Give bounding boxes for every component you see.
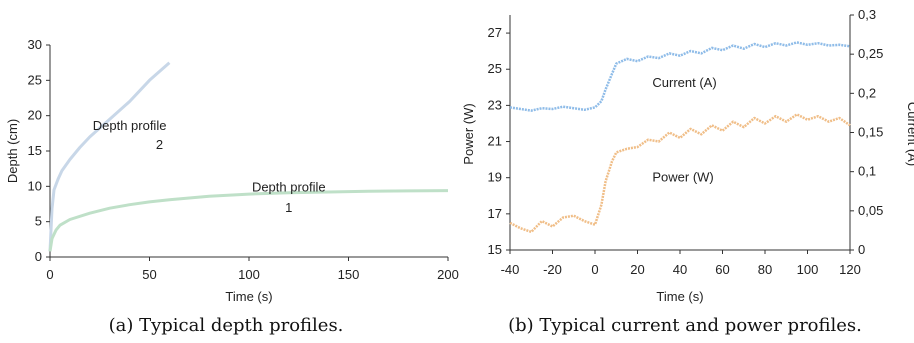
right-y-tick-label: 0,2	[858, 85, 876, 100]
y-tick-label: 0	[35, 249, 42, 264]
right-y-axis-label: Current (A)	[905, 102, 914, 166]
x-tick-label: 150	[338, 267, 360, 282]
x-tick-label: 80	[758, 262, 772, 277]
left-y-tick-label: 21	[488, 134, 502, 149]
caption-b: (b) Typical current and power profiles.	[508, 315, 862, 336]
current-power-profiles-chart: 15 17 19 21 23 25 27 0 0,05 0,1 0,15 0,2 0,25 0,3 -4…	[461, 7, 914, 336]
x-tick-label: 60	[715, 262, 729, 277]
right-y-tick-labels: 0 0,05 0,1 0,15 0,2 0,25 0,3	[850, 7, 883, 257]
left-y-axis-label: Power (W)	[461, 103, 476, 164]
right-y-tick-label: 0,25	[858, 46, 883, 61]
x-axis-label: Time (s)	[656, 289, 703, 304]
x-tick-label: 40	[673, 262, 687, 277]
left-y-tick-labels: 15 17 19 21 23 25 27	[488, 25, 510, 257]
x-tick-label: 0	[591, 262, 598, 277]
annotation-label: 1	[285, 200, 292, 215]
y-tick-label: 30	[28, 37, 42, 52]
right-y-tick-label: 0,1	[858, 164, 876, 179]
left-y-tick-label: 19	[488, 170, 502, 185]
x-tick-label: 50	[142, 267, 156, 282]
y-tick-label: 10	[28, 178, 42, 193]
left-y-tick-label: 23	[488, 97, 502, 112]
annotation-label: Current (A)	[652, 75, 716, 90]
depth-profile-line-2	[48, 61, 171, 252]
x-tick-label: 200	[437, 267, 459, 282]
right-y-tick-label: 0,3	[858, 7, 876, 22]
y-tick-label: 25	[28, 72, 42, 87]
x-tick-label: 100	[797, 262, 819, 277]
y-tick-label: 5	[35, 214, 42, 229]
caption-a: (a) Typical depth profiles.	[109, 315, 344, 336]
series-group	[509, 41, 851, 234]
y-axis-label: Depth (cm)	[5, 119, 20, 183]
annotation-label: Power (W)	[652, 169, 713, 184]
right-y-tick-label: 0	[858, 242, 865, 257]
annotations: Depth profile 2 Depth profile 1	[93, 118, 326, 215]
left-y-tick-label: 17	[488, 206, 502, 221]
x-tick-labels: 0 50 100 150 200	[46, 257, 459, 282]
x-tick-labels: -40 -20 0 20 40 60 80 100 120	[501, 250, 861, 277]
x-tick-label: 20	[630, 262, 644, 277]
x-tick-label: -40	[501, 262, 520, 277]
right-y-tick-label: 0,15	[858, 125, 883, 140]
annotation-label: 2	[156, 137, 163, 152]
y-tick-labels: 0 5 10 15 20 25 30	[28, 37, 50, 264]
annotation-label: Depth profile	[93, 118, 167, 133]
depth-profiles-chart: 0 5 10 15 20 25 30 0 50 100 150 200 Depth profile 2…	[5, 37, 459, 336]
x-axis-label: Time (s)	[225, 289, 272, 304]
series-group	[48, 61, 449, 252]
left-y-tick-label: 15	[488, 242, 502, 257]
annotations: Current (A) Power (W)	[652, 75, 716, 184]
left-y-tick-label: 27	[488, 25, 502, 40]
x-tick-label: 100	[238, 267, 260, 282]
y-tick-label: 15	[28, 143, 42, 158]
left-y-tick-label: 25	[488, 61, 502, 76]
current-series-line	[509, 41, 851, 112]
right-y-tick-label: 0,05	[858, 203, 883, 218]
annotation-label: Depth profile	[252, 179, 326, 194]
x-tick-label: -20	[543, 262, 562, 277]
depth-profile-line-1	[48, 189, 449, 252]
y-tick-label: 20	[28, 108, 42, 123]
x-tick-label: 0	[46, 267, 53, 282]
x-tick-label: 120	[839, 262, 861, 277]
